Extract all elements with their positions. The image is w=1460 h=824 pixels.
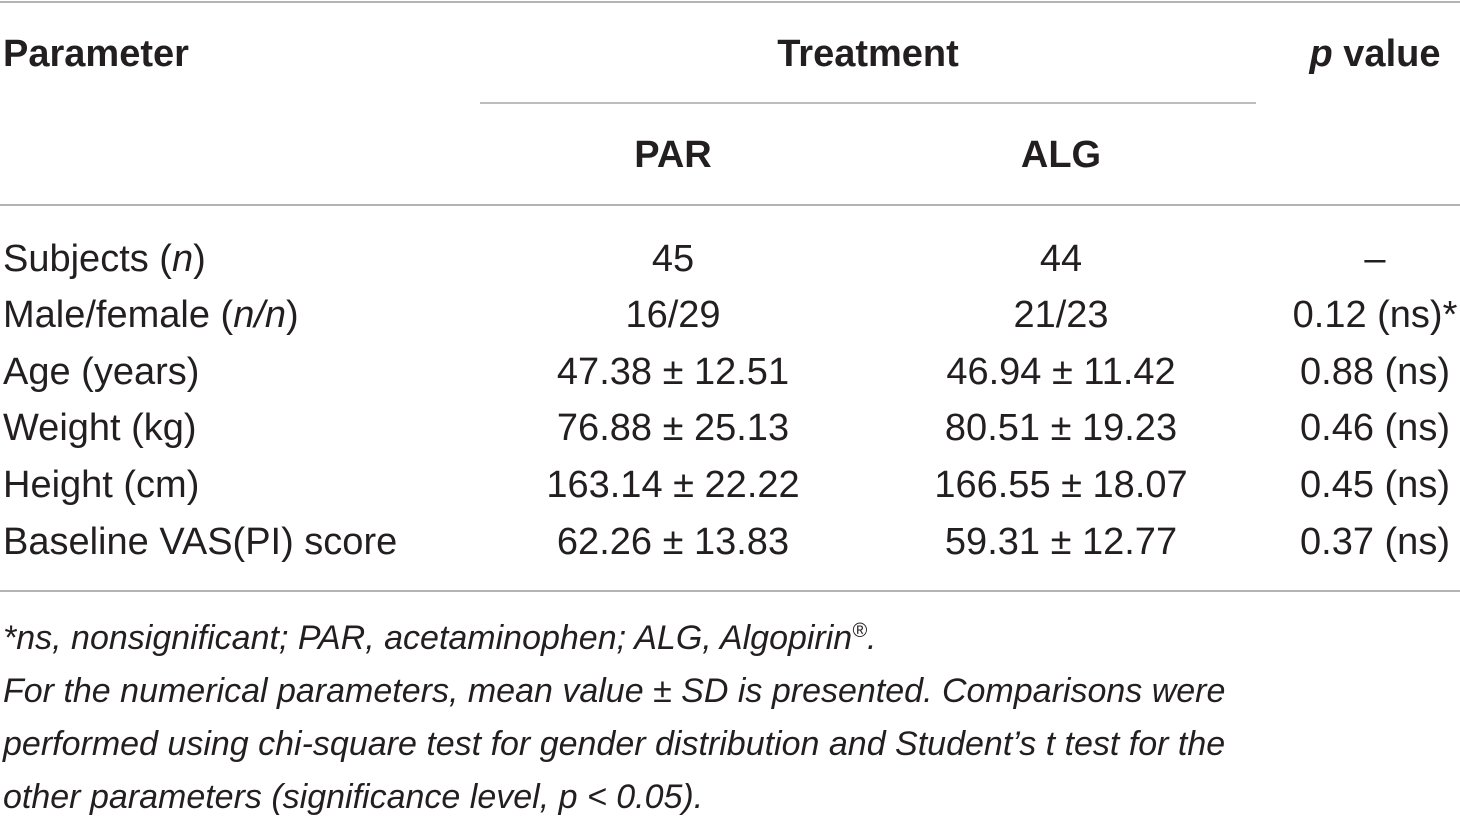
footnote-abbrev-end: . — [866, 619, 877, 657]
footnote-abbreviations: *ns, nonsignificant; PAR, acetaminophen;… — [3, 612, 1453, 665]
header-parameter: Parameter — [3, 33, 189, 75]
table-row: Height (cm) 163.14 ± 22.22 166.55 ± 18.0… — [0, 466, 1460, 523]
row-p: – — [1364, 238, 1386, 280]
table-bottom-rule — [0, 590, 1460, 592]
row-p: 0.88 (ns) — [1300, 351, 1450, 393]
row-parameter: Age (years) — [3, 353, 199, 391]
row-parameter: Weight (kg) — [3, 409, 197, 447]
param-text: Weight (kg) — [3, 407, 197, 449]
row-alg: 46.94 ± 11.42 — [946, 351, 1176, 393]
table-top-rule — [0, 1, 1460, 3]
header-p-rest: value — [1332, 33, 1441, 75]
row-p: 0.37 (ns) — [1300, 521, 1450, 563]
param-text: Height (cm) — [3, 464, 200, 506]
table-row: Subjects (n) 45 44 – — [0, 240, 1460, 297]
row-par: 45 — [651, 238, 695, 280]
table-row: Weight (kg) 76.88 ± 25.13 80.51 ± 19.23 … — [0, 409, 1460, 466]
param-italic: n/n — [233, 294, 287, 336]
row-alg: 44 — [1039, 238, 1083, 280]
row-parameter: Baseline VAS(PI) score — [3, 523, 397, 561]
row-par: 62.26 ± 13.83 — [556, 521, 790, 563]
table-row: Baseline VAS(PI) score 62.26 ± 13.83 59.… — [0, 523, 1460, 580]
row-alg: 80.51 ± 19.23 — [944, 407, 1178, 449]
row-p: 0.45 (ns) — [1300, 464, 1450, 506]
header-p-value: p value — [1310, 35, 1441, 73]
header-bottom-rule — [0, 204, 1460, 206]
row-par: 76.88 ± 25.13 — [556, 407, 790, 449]
row-p: 0.12 (ns)* — [1292, 294, 1458, 336]
row-parameter: Male/female (n/n) — [3, 296, 299, 334]
header-alg: ALG — [1020, 134, 1102, 176]
footnote-line-3: performed using chi-square test for gend… — [3, 725, 1226, 763]
row-par: 16/29 — [625, 294, 721, 336]
registered-mark: ® — [852, 620, 867, 642]
table-footnotes: *ns, nonsignificant; PAR, acetaminophen;… — [3, 612, 1453, 824]
param-italic: n — [171, 238, 194, 280]
param-text: Male/female ( — [3, 294, 234, 336]
footnote-line-2: For the numerical parameters, mean value… — [3, 672, 1226, 710]
param-text: Age (years) — [3, 351, 200, 393]
treatment-span-rule — [480, 102, 1256, 104]
header-p-italic: p — [1309, 33, 1333, 75]
row-par: 47.38 ± 12.51 — [556, 351, 790, 393]
header-treatment: Treatment — [777, 33, 959, 75]
param-end: ) — [193, 238, 206, 280]
row-parameter: Subjects (n) — [3, 240, 206, 278]
row-p: 0.46 (ns) — [1300, 407, 1450, 449]
row-alg: 59.31 ± 12.77 — [944, 521, 1178, 563]
table-row: Age (years) 47.38 ± 12.51 46.94 ± 11.42 … — [0, 353, 1460, 410]
footnote-line-4: other parameters (significance level, p … — [3, 778, 704, 816]
param-end: ) — [286, 294, 299, 336]
row-alg: 21/23 — [1013, 294, 1109, 336]
table-row: Male/female (n/n) 16/29 21/23 0.12 (ns)* — [0, 296, 1460, 353]
row-par: 163.14 ± 22.22 — [546, 464, 800, 506]
header-par: PAR — [634, 134, 712, 176]
row-alg: 166.55 ± 18.07 — [934, 464, 1188, 506]
footnote-abbrev-text: *ns, nonsignificant; PAR, acetaminophen;… — [3, 619, 853, 657]
param-text: Baseline VAS(PI) score — [3, 521, 398, 563]
param-text: Subjects ( — [3, 238, 172, 280]
row-parameter: Height (cm) — [3, 466, 199, 504]
